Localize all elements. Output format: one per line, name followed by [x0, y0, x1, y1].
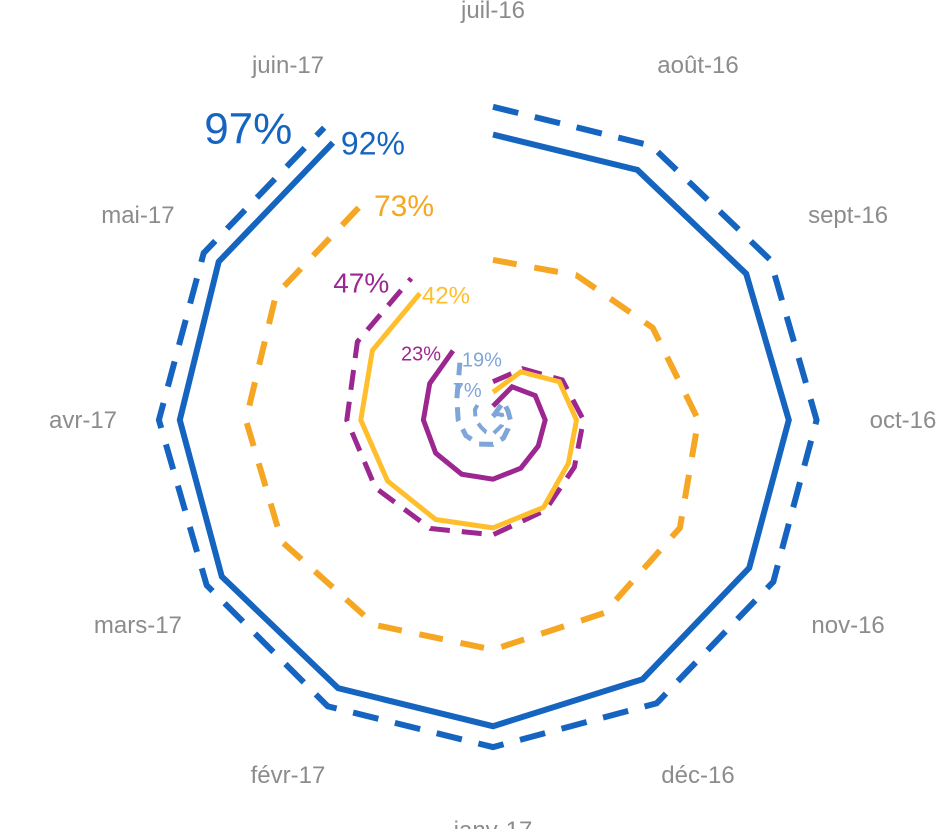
- month-label: août-16: [657, 52, 738, 79]
- month-label: juin-17: [251, 52, 324, 79]
- month-label: sept-16: [808, 202, 888, 229]
- series-line: [472, 397, 506, 437]
- series-line: [454, 362, 513, 447]
- series-end-label: 47%: [333, 267, 389, 298]
- series-end-label: 73%: [374, 190, 434, 223]
- month-label: janv-17: [453, 817, 533, 829]
- series-line: [344, 276, 587, 538]
- series-end-label: 92%: [341, 126, 405, 162]
- series-line: [242, 197, 702, 653]
- month-label: nov-16: [811, 612, 884, 639]
- series-line: [358, 291, 580, 531]
- end-label-layer: 97% 92% 73% 47% 42% 23% 19% 7%: [204, 105, 502, 402]
- label-layer: juil-16 août-16 sept-16 oct-16 nov-16 déc-16 j…: [49, 0, 936, 829]
- series-line: [176, 131, 792, 730]
- series-end-label: 23%: [401, 344, 441, 366]
- month-label: juil-16: [460, 0, 525, 24]
- month-label: mai-17: [101, 202, 174, 229]
- month-label: oct-16: [870, 407, 937, 434]
- month-label: mars-17: [94, 612, 182, 639]
- month-label: févr-17: [251, 762, 326, 789]
- month-label: avr-17: [49, 407, 117, 434]
- series-end-label: 19%: [462, 350, 502, 372]
- series-line: [155, 103, 820, 751]
- series-line: [420, 349, 548, 482]
- series-end-label: 7%: [453, 380, 482, 402]
- month-label: déc-16: [661, 762, 734, 789]
- series-end-label: 42%: [422, 282, 470, 309]
- series-layer: [155, 103, 820, 751]
- series-end-label: 97%: [204, 105, 292, 154]
